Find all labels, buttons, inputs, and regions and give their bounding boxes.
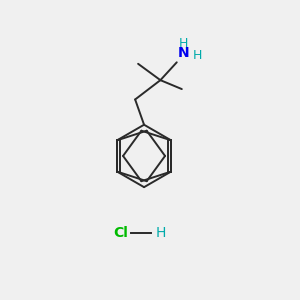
Text: Cl: Cl (113, 226, 128, 240)
Text: N: N (178, 46, 189, 60)
Text: H: H (178, 38, 188, 50)
Text: H: H (192, 49, 202, 62)
Text: H: H (155, 226, 166, 240)
